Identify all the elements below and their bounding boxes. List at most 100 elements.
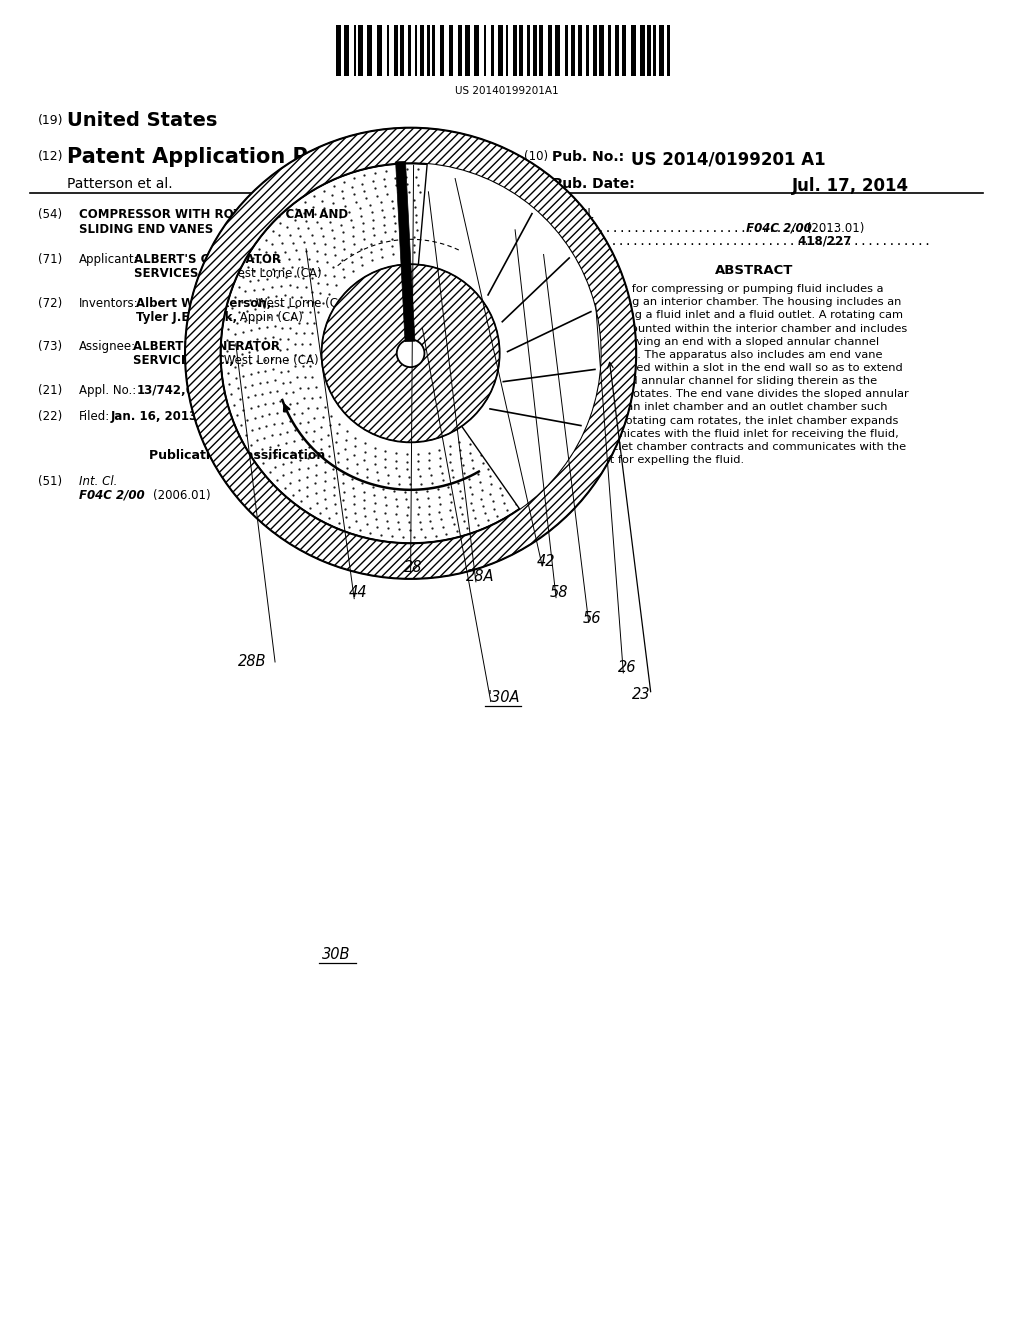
Text: (51): (51) [38,475,61,488]
Bar [394,25,397,77]
Text: West Lorne (CA): West Lorne (CA) [220,354,318,367]
Text: (10): (10) [524,150,549,164]
Text: a cam body having an end with a sloped annular channel: a cam body having an end with a sloped a… [552,337,880,347]
Text: An apparatus for compressing or pumping fluid includes a: An apparatus for compressing or pumping … [552,284,884,294]
Text: 23: 23 [632,688,650,702]
Text: 58: 58 [550,585,568,601]
Text: '30A: '30A [487,690,520,705]
Bar [653,25,655,77]
Text: is rotatably mounted within the interior chamber and includes: is rotatably mounted within the interior… [552,323,907,334]
Text: CPC: CPC [552,222,575,235]
Circle shape [220,164,600,544]
Text: (22): (22) [38,409,61,422]
Text: 44: 44 [349,585,368,601]
Bar [367,25,372,77]
Polygon shape [395,161,415,342]
Bar [548,25,553,77]
Bar [513,25,517,77]
Text: F04C 2/00: F04C 2/00 [742,222,812,235]
Bar [408,25,412,77]
Bar [519,25,523,77]
Text: ALBERT'S GENERATOR: ALBERT'S GENERATOR [133,253,281,267]
Bar [353,25,356,77]
Text: (2013.01): (2013.01) [804,222,865,235]
Text: West Lorne (CA): West Lorne (CA) [222,267,322,280]
Text: Publication Classification: Publication Classification [150,449,326,462]
Bar [659,25,665,77]
Bar [599,25,604,77]
Bar [458,25,462,77]
Text: USPC: USPC [552,235,584,248]
Bar [432,25,434,77]
Text: (54): (54) [38,207,61,220]
Text: rotating cam rotates. The end vane divides the sloped annular: rotating cam rotates. The end vane divid… [552,389,909,399]
Bar [427,25,430,77]
Text: (73): (73) [38,341,61,354]
Bar [667,25,671,77]
Text: formed therein. The apparatus also includes am end vane: formed therein. The apparatus also inclu… [552,350,883,360]
Bar [555,25,560,77]
Text: 56: 56 [583,611,601,626]
Bar [571,25,574,77]
Text: and communicates with the fluid inlet for receiving the fluid,: and communicates with the fluid inlet fo… [552,429,899,438]
Bar [439,25,444,77]
Text: Filed:: Filed: [79,409,111,422]
Text: ................................................: ........................................… [582,235,931,248]
Bar [539,25,543,77]
Text: (12): (12) [38,150,63,164]
Text: Jul. 17, 2014: Jul. 17, 2014 [792,177,908,195]
Bar [647,25,650,77]
Text: 418/227: 418/227 [795,235,852,248]
Bar [615,25,618,77]
Text: that, as the rotating cam rotates, the inlet chamber expands: that, as the rotating cam rotates, the i… [552,416,898,425]
Text: 28A: 28A [466,569,495,585]
Text: US 2014/0199201 A1: US 2014/0199201 A1 [631,150,826,169]
Bar [506,25,508,77]
Bar [420,25,424,77]
Text: US 20140199201A1: US 20140199201A1 [455,86,558,96]
Circle shape [396,339,425,367]
Text: channel into an inlet chamber and an outlet chamber such: channel into an inlet chamber and an out… [552,403,888,412]
Text: Inventors:: Inventors: [79,297,139,310]
Bar [344,25,349,77]
Bar [565,25,568,77]
Text: Appl. No.:: Appl. No.: [79,384,136,397]
Bar [337,25,341,77]
Text: Pub. Date:: Pub. Date: [552,177,635,191]
Text: SLIDING END VANES: SLIDING END VANES [79,223,213,236]
Text: (72): (72) [38,297,61,310]
Wedge shape [185,128,636,579]
Text: (43): (43) [524,177,549,190]
Bar [579,25,582,77]
Text: into the sloped annular channel for sliding therein as the: into the sloped annular channel for slid… [552,376,878,387]
Text: 28B: 28B [238,655,266,669]
Text: F04C 2/00: F04C 2/00 [79,488,144,502]
Text: housing having an interior chamber. The housing includes an: housing having an interior chamber. The … [552,297,901,308]
Text: Pub. No.:: Pub. No.: [552,150,625,165]
Text: ....................................: .................................... [575,222,840,235]
Bar [415,25,418,77]
Text: Assignee:: Assignee: [79,341,136,354]
Text: Applicant:: Applicant: [79,253,139,267]
Text: 30B: 30B [323,948,350,962]
Text: Patterson et al.: Patterson et al. [68,177,173,191]
Bar [607,25,611,77]
Bar [492,25,494,77]
Text: ABSTRACT: ABSTRACT [715,264,794,277]
Text: and the outlet chamber contracts and communicates with the: and the outlet chamber contracts and com… [552,442,906,451]
Bar [593,25,597,77]
Text: 28: 28 [404,561,423,576]
Bar [450,25,453,77]
Text: (21): (21) [38,384,61,397]
Bar [400,25,403,77]
Text: (19): (19) [38,114,63,127]
Text: Jan. 16, 2013: Jan. 16, 2013 [111,409,198,422]
Text: Appin (CA): Appin (CA) [237,310,303,323]
Text: (2006.01): (2006.01) [154,488,211,502]
Bar [631,25,636,77]
Text: (52): (52) [519,207,544,220]
Text: Int. Cl.: Int. Cl. [79,475,118,488]
Text: SERVICES INC.,: SERVICES INC., [133,267,234,280]
Bar [483,25,486,77]
Text: 13/742,663: 13/742,663 [136,384,211,397]
